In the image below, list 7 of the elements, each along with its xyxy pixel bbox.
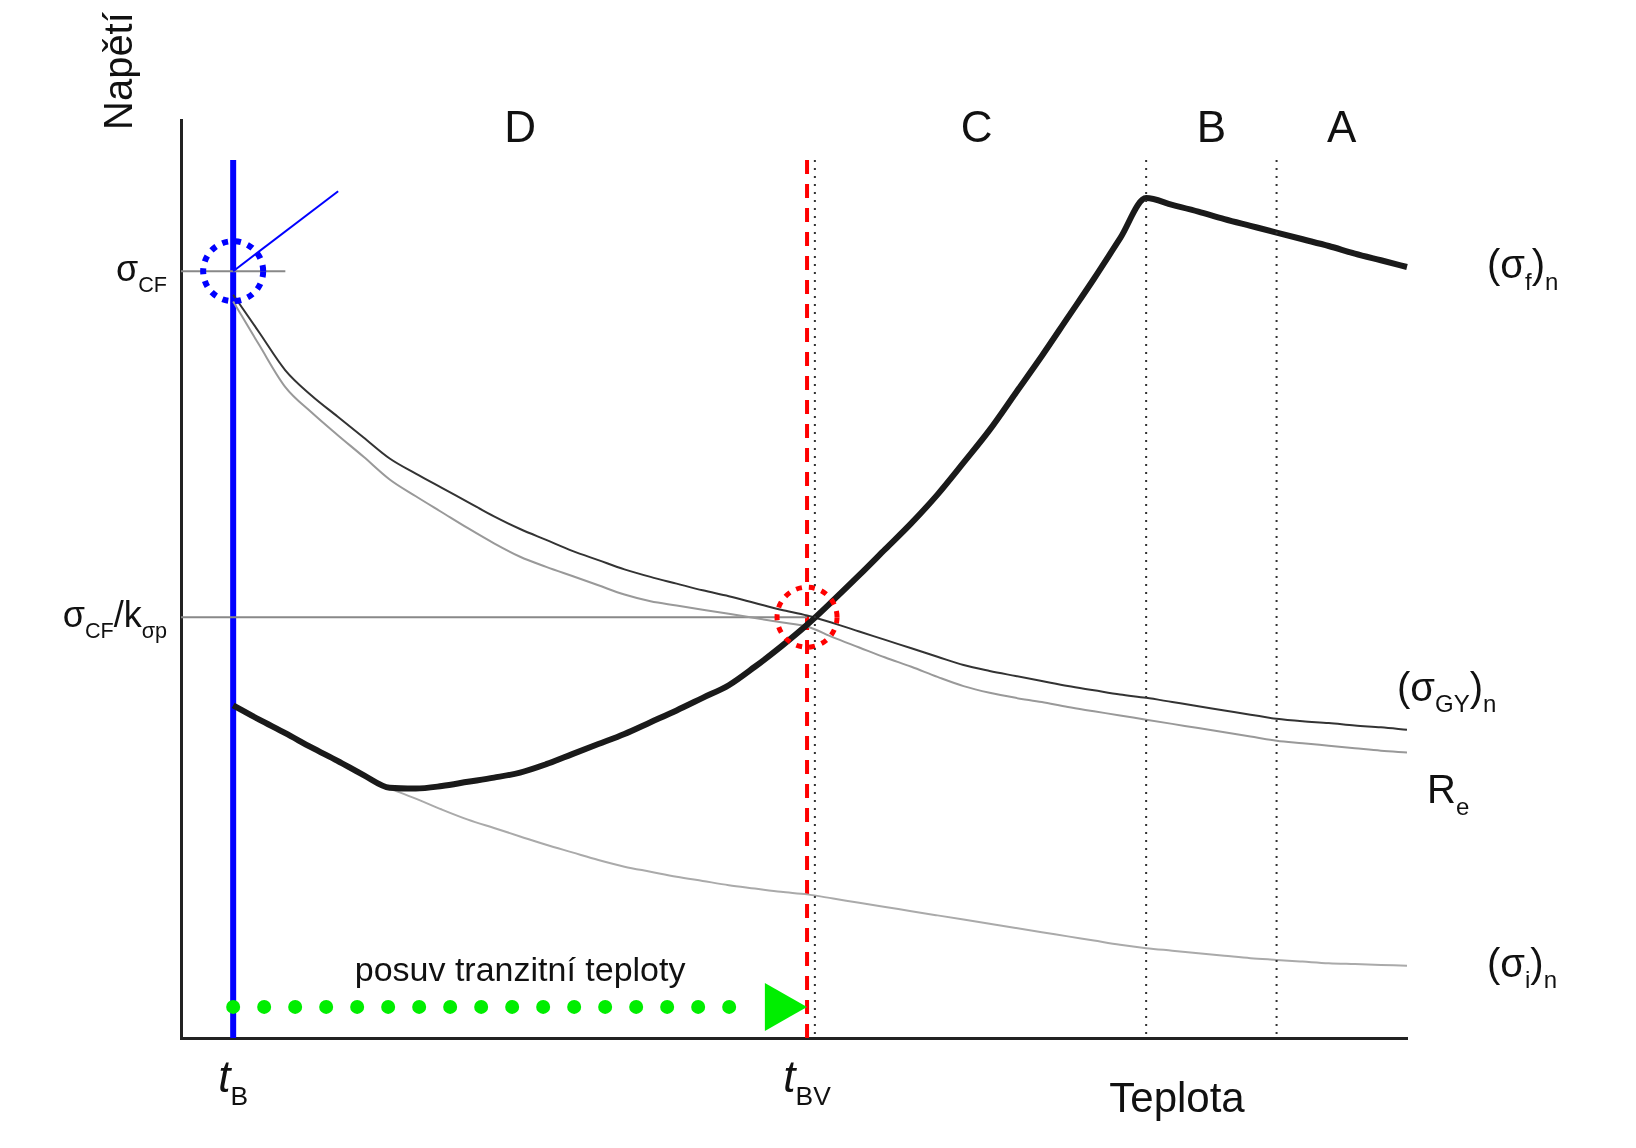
text: C <box>960 102 993 152</box>
text: B <box>1196 102 1227 152</box>
y-axis-title: Napětí <box>96 12 141 130</box>
text: A <box>1327 102 1358 152</box>
x-axis-title: Teplota <box>1109 1073 1246 1121</box>
annotation: posuv tranzitní teploty <box>354 950 686 989</box>
text: D <box>504 102 536 152</box>
